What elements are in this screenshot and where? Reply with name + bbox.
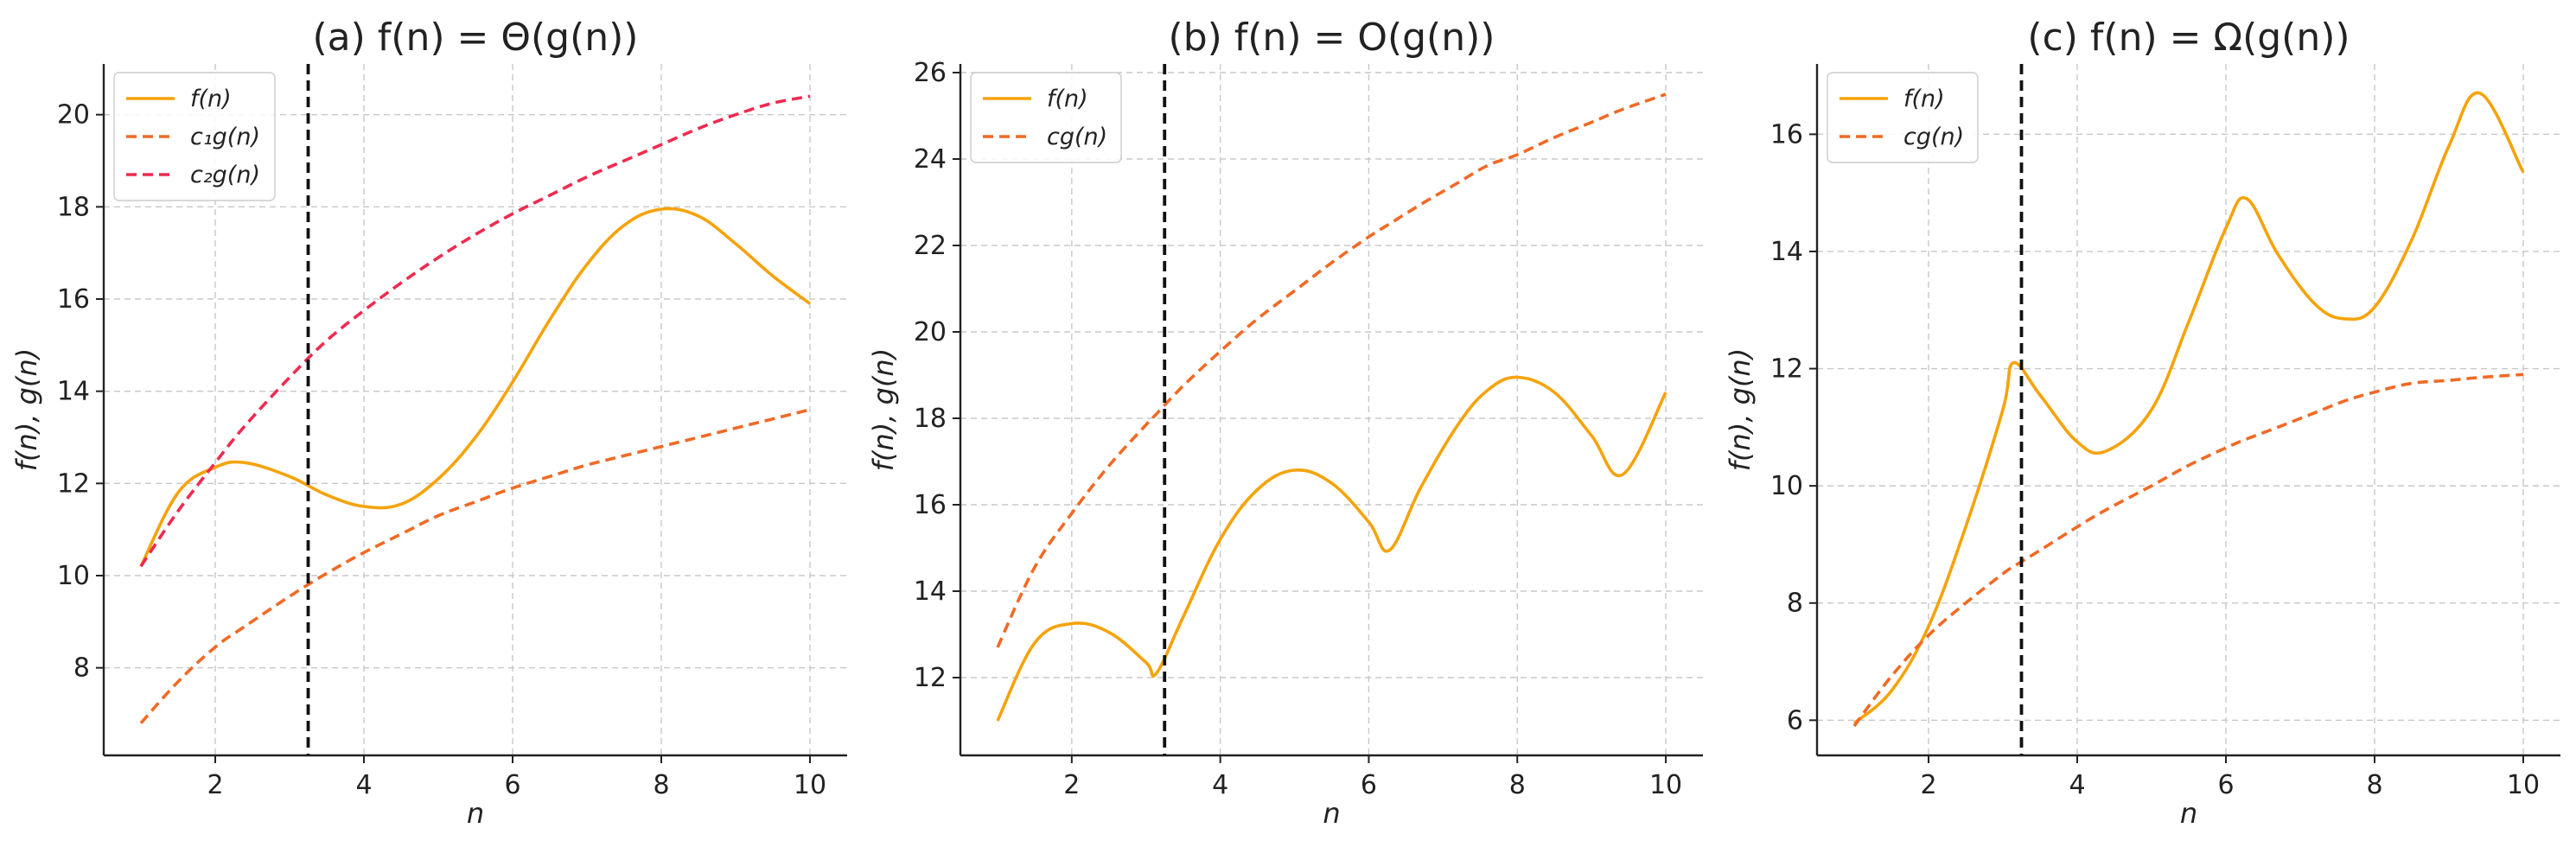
legend-label: f(n)	[190, 86, 232, 112]
x-tick-label: 2	[207, 770, 223, 800]
x-tick-label: 8	[1509, 770, 1526, 800]
x-tick-label: 4	[355, 770, 372, 800]
x-tick-label: 4	[1212, 770, 1228, 800]
y-tick-label: 16	[57, 284, 90, 315]
y-tick-label: 24	[914, 144, 947, 175]
y-tick-label: 8	[1787, 589, 1803, 619]
x-axis-label: n	[2180, 797, 2197, 830]
legend-box	[1827, 72, 1979, 163]
series-line-1	[1852, 373, 2524, 728]
legend-label: c₂g(n)	[190, 162, 260, 188]
x-axis-label: n	[467, 797, 484, 830]
y-tick-label: 8	[73, 653, 90, 684]
y-tick-label: 20	[57, 100, 90, 131]
y-axis-label: f(n), g(n)	[867, 348, 900, 471]
series-line-0	[1852, 91, 2525, 725]
series-line-1	[139, 408, 811, 724]
y-tick-label: 12	[914, 663, 947, 693]
legend-label: f(n)	[1047, 86, 1088, 112]
x-tick-label: 4	[2069, 770, 2085, 800]
legend: f(n) cg(n)	[970, 72, 1122, 163]
y-tick-label: 10	[1770, 471, 1803, 501]
series-line-2	[139, 94, 811, 568]
legend: f(n) c₁g(n) c₂g(n)	[113, 72, 276, 201]
legend-box	[113, 72, 276, 201]
legend: f(n) cg(n)	[1827, 72, 1979, 163]
x-tick-label: 10	[1649, 770, 1682, 800]
y-tick-label: 16	[914, 490, 947, 520]
series-line-0	[139, 207, 812, 568]
y-tick-label: 12	[1770, 354, 1803, 385]
legend-label: cg(n)	[1047, 124, 1107, 150]
series-line-1	[996, 92, 1667, 648]
y-tick-label: 14	[1770, 237, 1803, 267]
y-axis-label: f(n), g(n)	[10, 348, 43, 471]
x-tick-label: 6	[2217, 770, 2234, 800]
y-tick-label: 6	[1787, 705, 1803, 736]
x-tick-label: 8	[2366, 770, 2382, 800]
y-tick-label: 14	[914, 576, 947, 607]
legend-box	[970, 72, 1122, 163]
x-axis-label: n	[1323, 797, 1340, 830]
chart-title: (b) f(n) = O(g(n))	[1169, 16, 1495, 60]
x-tick-label: 10	[2507, 770, 2540, 800]
chart-title: (c) f(n) = Ω(g(n))	[2027, 16, 2350, 60]
legend-label: c₁g(n)	[190, 124, 260, 150]
chart-title: (a) f(n) = Θ(g(n))	[313, 16, 639, 60]
y-tick-label: 18	[914, 404, 947, 434]
legend-label: f(n)	[1903, 86, 1945, 112]
y-tick-label: 10	[57, 561, 90, 591]
y-tick-label: 18	[57, 192, 90, 222]
legend-label: cg(n)	[1903, 124, 1964, 150]
y-tick-label: 16	[1770, 119, 1803, 150]
x-tick-label: 6	[1361, 770, 1377, 800]
y-tick-label: 12	[57, 468, 90, 499]
y-tick-label: 22	[914, 231, 947, 261]
x-tick-label: 2	[1063, 770, 1080, 800]
y-tick-label: 26	[914, 58, 947, 88]
x-tick-label: 2	[1920, 770, 1936, 800]
y-axis-label: f(n), g(n)	[1724, 348, 1757, 471]
series-line-0	[996, 375, 1667, 722]
y-tick-label: 14	[57, 377, 90, 407]
x-tick-label: 6	[504, 770, 520, 800]
x-tick-label: 8	[653, 770, 669, 800]
chart-panel-2: 2 4 6 8 10 6 8 10 12 14 16 n f(n), g(n) (c) f(n) = Ω(…	[1724, 16, 2560, 830]
chart-panel-0: 2 4 6 8 10 8 10 12 14 16 18 20 n f(n), g(n) (a) f(n) =…	[10, 16, 847, 830]
x-tick-label: 10	[794, 770, 826, 800]
y-tick-label: 20	[914, 317, 947, 347]
